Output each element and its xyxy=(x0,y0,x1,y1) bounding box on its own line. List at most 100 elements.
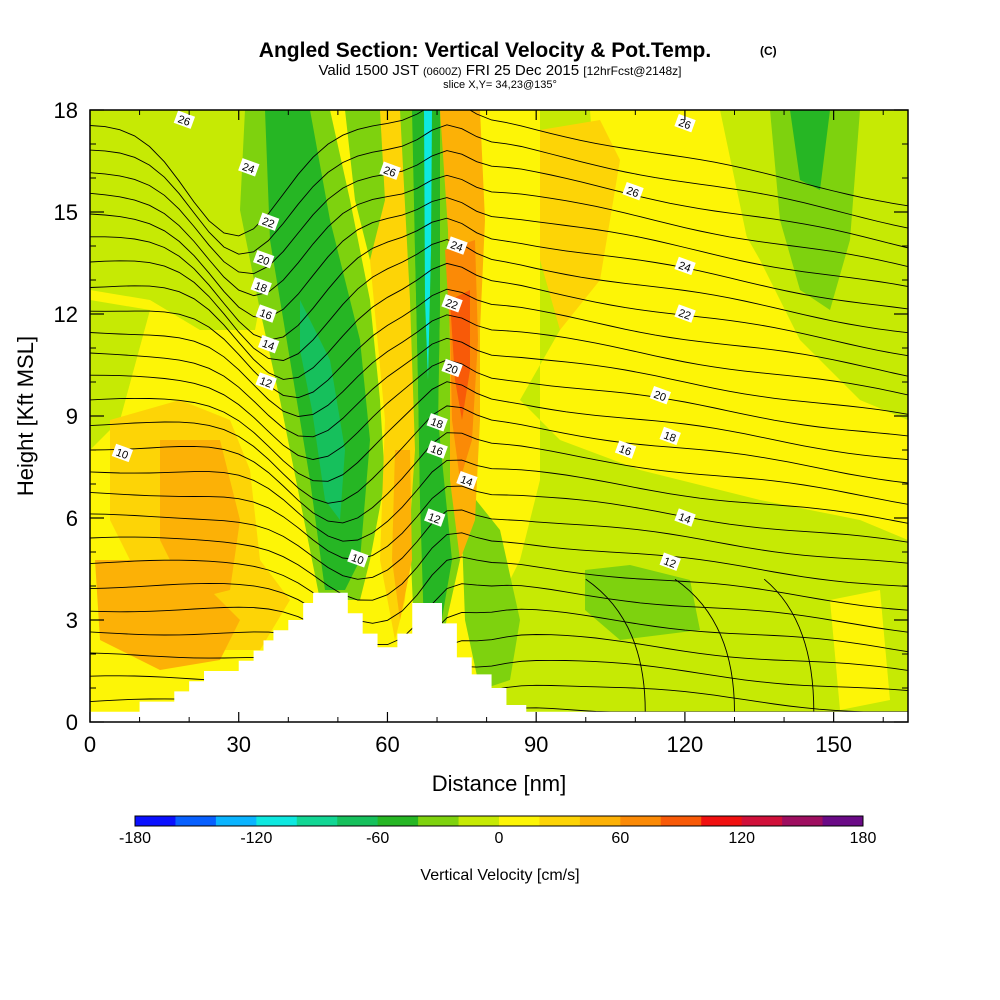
contour-label: 18 xyxy=(659,426,681,446)
terrain-layer xyxy=(90,592,908,722)
colorbar-swatch xyxy=(296,816,338,826)
isentrope-line xyxy=(90,381,908,482)
contour-label-text: 18 xyxy=(429,416,445,431)
x-tick-label: 150 xyxy=(815,732,852,757)
contour-label: 24 xyxy=(446,236,468,255)
colorbar-swatch xyxy=(337,816,379,826)
contour-label-box xyxy=(441,358,463,378)
y-tick-label: 15 xyxy=(54,200,78,225)
isentrope-line xyxy=(90,582,908,646)
isentrope-line xyxy=(90,459,908,542)
colorbar-swatch xyxy=(539,816,581,826)
contour-label-text: 18 xyxy=(662,430,678,445)
contour-label-text: 14 xyxy=(260,338,276,353)
colorbar-tick-label: -180 xyxy=(119,830,151,847)
field-region-left-lower-green xyxy=(90,300,150,450)
contour-label-box xyxy=(253,249,275,269)
contour-label: 14 xyxy=(257,334,280,354)
colorbar-tick-label: 180 xyxy=(850,830,877,847)
contour-label-box xyxy=(257,212,280,231)
colorbar-swatch xyxy=(660,816,702,826)
contour-label-box xyxy=(456,470,478,490)
contour-label-text: 20 xyxy=(255,253,271,268)
contour-label-box xyxy=(674,256,696,276)
field-orange-lowleft xyxy=(95,560,240,670)
isentrope-line xyxy=(90,288,908,399)
contour-label: 22 xyxy=(257,212,280,231)
velocity-field xyxy=(90,110,908,722)
contour-label-text: 20 xyxy=(652,389,668,404)
contour-label-text: 14 xyxy=(677,511,693,526)
contour-label-text: 26 xyxy=(677,117,693,132)
y-axis-label: Height [Kft MSL] xyxy=(13,336,38,496)
field-region-left-green xyxy=(90,110,270,330)
narrow-band-overlay-core xyxy=(424,110,432,380)
contour-label: 24 xyxy=(238,158,260,177)
isentrope-line xyxy=(90,556,908,624)
colorbar-swatch xyxy=(135,816,176,826)
x-tick-label: 90 xyxy=(524,732,548,757)
contour-label-box xyxy=(674,304,696,323)
isentrope-line xyxy=(90,314,908,417)
colorbar-swatch xyxy=(701,816,743,826)
isentrope-line xyxy=(90,485,908,561)
chart-title-suffix: (C) xyxy=(760,44,777,58)
contour-label-text: 16 xyxy=(258,307,274,322)
slice-label: slice X,Y= 34,23@135° xyxy=(443,79,557,91)
isentrope-line xyxy=(90,405,908,504)
contour-label-layer: 26 24 22 20 18 16 14 12 10 10 26 24 22 20 18 16 14 12 26 26… xyxy=(111,110,696,571)
field-green-lowright xyxy=(585,565,700,640)
isentrope-line xyxy=(90,262,908,380)
colorbar-swatch xyxy=(741,816,783,826)
x-tick-label: 120 xyxy=(667,732,704,757)
contour-label-text: 12 xyxy=(426,511,442,526)
x-axis-label: Distance [nm] xyxy=(432,771,567,796)
contour-label: 22 xyxy=(441,294,463,313)
green-band-upper xyxy=(345,110,385,260)
contour-label: 26 xyxy=(622,181,644,201)
terrain-mask xyxy=(90,592,908,722)
isentrope-line xyxy=(90,606,908,667)
contour-label-text: 24 xyxy=(677,260,693,275)
isentrope-line xyxy=(90,217,908,341)
colorbar-swatch xyxy=(418,816,460,826)
contour-label-box xyxy=(255,304,277,323)
colorbar-tick-label: 120 xyxy=(728,830,755,847)
contour-label-text: 22 xyxy=(444,297,460,312)
contour-label: 26 xyxy=(674,113,696,133)
colorbar-swatch xyxy=(822,816,864,826)
field-region-far-right-green xyxy=(770,110,860,310)
contour-label: 22 xyxy=(674,304,696,323)
contour-label-box xyxy=(173,110,196,129)
contour-label-text: 20 xyxy=(444,362,460,377)
isentrope-line xyxy=(763,578,815,712)
contour-label-box xyxy=(426,413,448,432)
isentrope-line xyxy=(90,432,908,524)
isentrope-line xyxy=(90,631,908,684)
colorbar-swatch xyxy=(377,816,419,826)
isentrope-line xyxy=(585,578,646,712)
contour-label-box xyxy=(255,372,277,391)
contour-label-box xyxy=(238,158,260,177)
contour-label-box xyxy=(257,334,280,354)
contour-label: 16 xyxy=(614,440,637,459)
isentrope-line xyxy=(674,578,735,712)
colorbar-tick-label: 0 xyxy=(495,830,504,847)
isentrope-line xyxy=(90,110,908,237)
contour-label: 12 xyxy=(255,372,277,391)
isentrope-line xyxy=(90,532,908,601)
y-tick-label: 0 xyxy=(66,710,78,735)
contour-label-text: 12 xyxy=(662,555,678,570)
contour-label-box xyxy=(622,181,644,201)
isentrope-line xyxy=(90,150,908,275)
contour-label-text: 18 xyxy=(253,280,269,295)
valid-date: FRI 25 Dec 2015 xyxy=(466,62,579,79)
contour-label: 12 xyxy=(659,552,681,571)
contour-label-box xyxy=(659,552,681,571)
contour-label-box xyxy=(111,443,134,463)
colorbar: -180 -120 -60 0 60 120 180 xyxy=(119,815,877,847)
isentrope-line xyxy=(90,197,908,318)
chart-valid-line: Valid 1500 JST (0600Z) FRI 25 Dec 2015 [… xyxy=(318,62,681,79)
contour-label-text: 24 xyxy=(240,161,256,176)
